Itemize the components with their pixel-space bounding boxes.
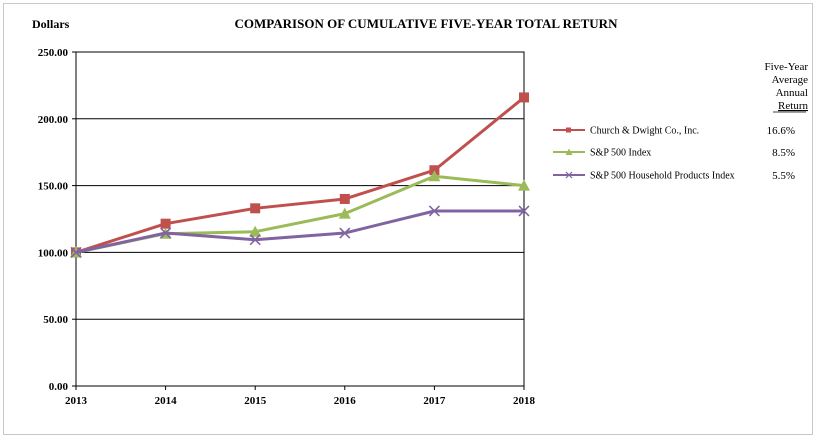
x-tick-label: 2013 xyxy=(65,395,88,407)
legend-label: S&P 500 Index xyxy=(590,148,651,159)
data-point xyxy=(160,218,171,229)
legend-marker xyxy=(566,127,571,133)
data-point xyxy=(428,170,441,182)
annual-return-value: 8.5% xyxy=(772,147,795,159)
plot-area-border xyxy=(75,51,525,387)
x-marker-stroke xyxy=(339,227,351,239)
series-2 xyxy=(70,205,530,258)
data-point xyxy=(339,227,351,239)
series-0 xyxy=(71,92,529,258)
y-tick-label: 200.00 xyxy=(38,114,69,126)
annual-return-value: 5.5% xyxy=(772,170,795,182)
series-1 xyxy=(70,170,530,258)
y-tick-label: 250.00 xyxy=(38,47,69,59)
x-marker-stroke xyxy=(518,205,530,217)
series-line xyxy=(75,174,525,254)
data-point xyxy=(338,207,351,219)
legend-marker xyxy=(565,148,573,155)
data-point xyxy=(249,234,261,246)
data-point xyxy=(429,165,440,176)
x-tick-label: 2018 xyxy=(513,395,536,407)
legend-item-2: S&P 500 Household Products Index 5.5% xyxy=(553,170,795,182)
y-tick-label: 0.00 xyxy=(49,381,69,393)
x-tick-label: 2016 xyxy=(334,395,357,407)
y-tick-label: 100.00 xyxy=(38,247,69,259)
data-point xyxy=(160,227,172,239)
legend-label: Church & Dwight Co., Inc. xyxy=(590,126,699,137)
x-marker-stroke xyxy=(249,234,261,246)
data-point xyxy=(250,203,261,214)
data-point xyxy=(70,246,82,258)
data-point xyxy=(519,92,529,103)
y-tick-label: 150.00 xyxy=(38,181,69,193)
annual-return-value: 16.6% xyxy=(767,125,795,137)
x-marker-stroke xyxy=(70,246,82,258)
x-tick-label: 2017 xyxy=(423,395,446,407)
legend-label: S&P 500 Household Products Index xyxy=(590,171,735,182)
data-point xyxy=(518,205,530,217)
data-point xyxy=(249,225,262,237)
series-line xyxy=(75,209,524,254)
x-marker-stroke xyxy=(160,227,172,239)
data-point xyxy=(428,205,440,217)
data-point xyxy=(518,179,530,191)
x-tick-label: 2014 xyxy=(155,395,178,407)
y-axis-label: Dollars xyxy=(32,17,70,31)
x-tick-label: 2015 xyxy=(244,395,267,407)
legend-item-0: Church & Dwight Co., Inc. 16.6% xyxy=(553,125,795,137)
y-tick-label: 50.00 xyxy=(43,314,68,326)
legend-item-1: S&P 500 Index 8.5% xyxy=(553,147,795,159)
x-marker-stroke xyxy=(428,205,440,217)
series-line xyxy=(75,96,525,254)
data-point xyxy=(339,193,350,204)
legend-marker xyxy=(565,171,573,179)
return-header-line: Annual xyxy=(776,87,808,99)
return-header-line: Average xyxy=(772,74,809,86)
return-header-line: Five-Year xyxy=(765,61,809,73)
chart-title: COMPARISON OF CUMULATIVE FIVE-YEAR TOTAL… xyxy=(235,16,619,31)
return-header-line: Return xyxy=(778,100,808,112)
